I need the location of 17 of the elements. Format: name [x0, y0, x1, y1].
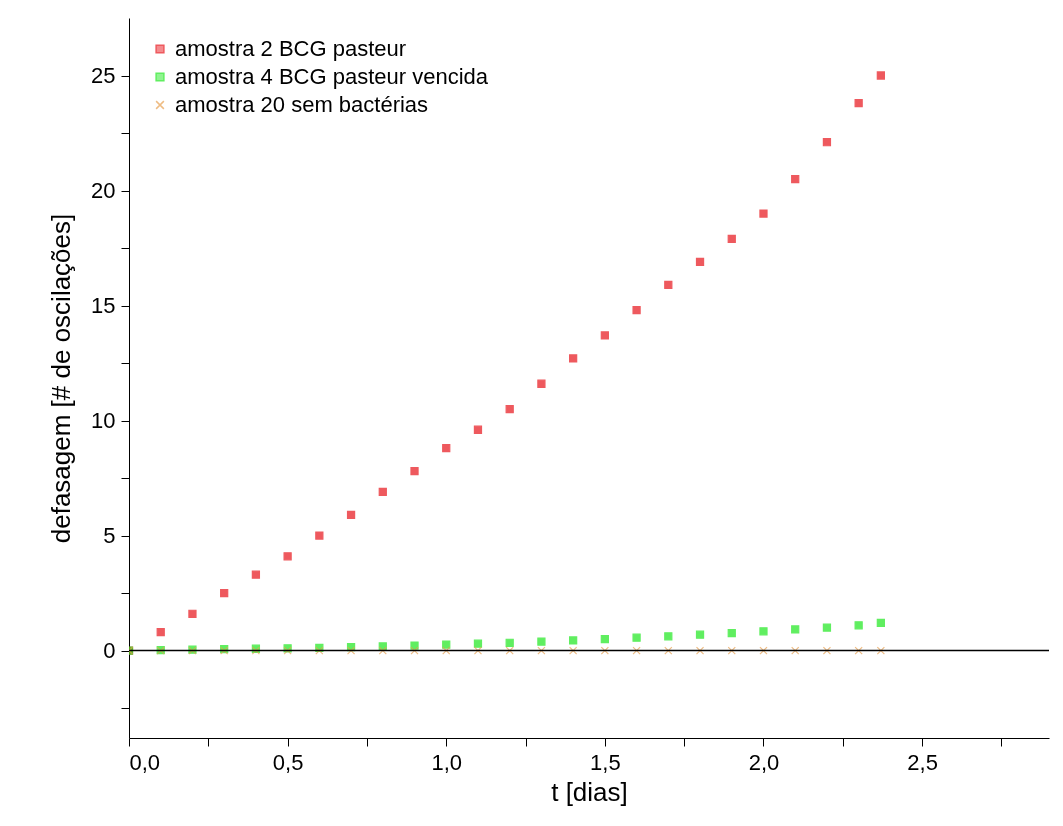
y-tick-label: 15: [91, 293, 116, 319]
x-axis-title: t [dias]: [551, 776, 628, 807]
y-tick-label: 10: [91, 408, 116, 434]
x-tick-label: 1,0: [431, 749, 463, 775]
y-axis-title: defasagem [# de oscilações]: [46, 213, 77, 544]
x-tick-label: 2,5: [907, 749, 938, 775]
x-tick-label: 1,5: [590, 749, 621, 775]
y-tick-label: 25: [91, 63, 116, 89]
legend-label: amostra 4 BCG pasteur vencida: [175, 64, 489, 89]
y-tick-label: 0: [103, 638, 116, 664]
y-tick-label: 20: [91, 178, 116, 204]
legend-label: amostra 20 sem bactérias: [175, 92, 429, 117]
x-tick-label: 0,5: [272, 749, 304, 775]
legend-label: amostra 2 BCG pasteur: [175, 36, 407, 61]
x-tick-label: 2,0: [748, 749, 780, 775]
x-tick-label: 0,0: [129, 749, 161, 775]
y-tick-label: 5: [103, 523, 116, 549]
